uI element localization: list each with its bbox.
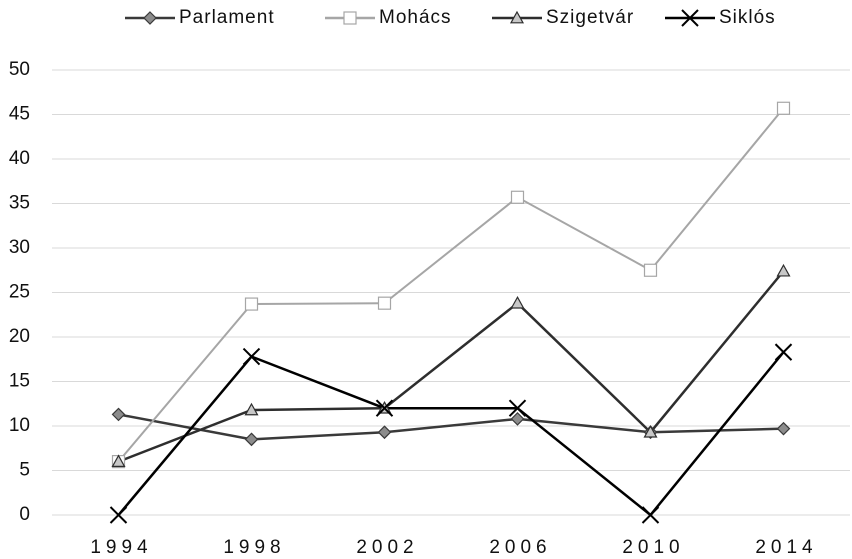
marker (244, 432, 259, 447)
legend-label: Parlament (179, 7, 275, 28)
x-tick-label: 1994 (90, 537, 152, 558)
x-tick-label: 2006 (489, 537, 551, 558)
legend-label: Szigetvár (546, 7, 634, 28)
marker (776, 263, 791, 277)
x-tick-label: 2002 (356, 537, 418, 558)
marker (242, 347, 261, 366)
series-line (118, 413, 784, 441)
series-line (117, 107, 785, 463)
marker (111, 454, 126, 467)
legend-marker (681, 9, 699, 27)
y-tick-label: 25 (9, 282, 30, 303)
y-tick-label: 15 (9, 371, 30, 392)
legend-label: Mohács (379, 7, 452, 28)
marker (111, 407, 126, 422)
marker (508, 399, 527, 417)
marker (643, 424, 658, 438)
x-tick-label: 2010 (622, 537, 684, 558)
marker (643, 263, 658, 277)
marker (774, 343, 793, 361)
y-tick-label: 0 (19, 504, 30, 525)
y-tick-label: 40 (9, 148, 30, 169)
marker (244, 402, 259, 416)
series-line (117, 351, 785, 517)
marker (244, 297, 259, 311)
y-tick-label: 10 (9, 415, 30, 436)
x-tick-label: 2014 (755, 537, 817, 558)
legend-marker (143, 11, 157, 25)
y-tick-label: 45 (9, 104, 30, 125)
marker (109, 506, 128, 524)
marker (377, 296, 392, 310)
series-line (118, 270, 785, 463)
marker (375, 399, 394, 417)
y-tick-label: 50 (9, 59, 30, 80)
marker (510, 190, 525, 204)
marker (776, 421, 791, 436)
legend-label: Siklós (719, 7, 776, 28)
legend-marker (343, 11, 357, 25)
x-tick-label: 1998 (223, 537, 285, 558)
y-tick-label: 20 (9, 326, 30, 347)
legend-marker (509, 10, 525, 24)
y-tick-label: 5 (19, 460, 30, 481)
marker (377, 425, 392, 440)
marker (776, 101, 791, 115)
y-tick-label: 30 (9, 237, 30, 258)
marker (510, 295, 525, 309)
marker (641, 506, 660, 524)
marker (510, 412, 525, 426)
y-tick-label: 35 (9, 193, 30, 214)
